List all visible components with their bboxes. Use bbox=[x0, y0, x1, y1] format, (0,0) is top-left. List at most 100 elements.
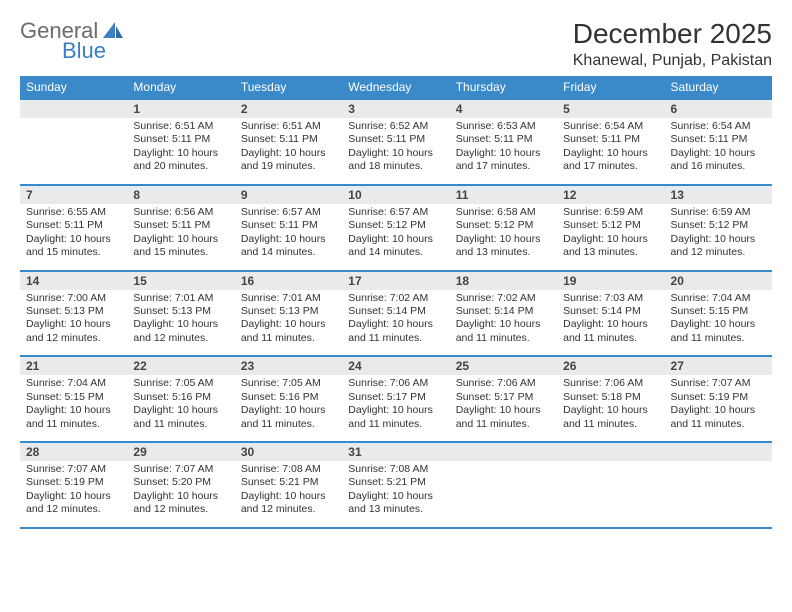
day-number-cell: 10 bbox=[342, 185, 449, 204]
day-number-cell: 27 bbox=[665, 356, 772, 375]
daylight-text-1: Daylight: 10 hours bbox=[133, 233, 228, 246]
sunset-text: Sunset: 5:21 PM bbox=[348, 476, 443, 489]
day-number-cell: 29 bbox=[127, 442, 234, 461]
day-number-cell bbox=[557, 442, 664, 461]
daylight-text-1: Daylight: 10 hours bbox=[133, 318, 228, 331]
day-body-cell: Sunrise: 7:02 AMSunset: 5:14 PMDaylight:… bbox=[450, 290, 557, 357]
sunrise-text: Sunrise: 6:51 AM bbox=[241, 120, 336, 133]
daylight-text-1: Daylight: 10 hours bbox=[671, 233, 766, 246]
sunset-text: Sunset: 5:20 PM bbox=[133, 476, 228, 489]
day-number-cell: 23 bbox=[235, 356, 342, 375]
sunrise-text: Sunrise: 7:01 AM bbox=[241, 292, 336, 305]
day-body-cell bbox=[665, 461, 772, 528]
page-header: General Blue December 2025 Khanewal, Pun… bbox=[20, 18, 772, 70]
day-body-cell: Sunrise: 6:54 AMSunset: 5:11 PMDaylight:… bbox=[665, 118, 772, 185]
day-number-cell: 19 bbox=[557, 271, 664, 290]
daylight-text-2: and 15 minutes. bbox=[26, 246, 121, 259]
sunrise-text: Sunrise: 6:55 AM bbox=[26, 206, 121, 219]
daylight-text-2: and 12 minutes. bbox=[241, 503, 336, 516]
sunset-text: Sunset: 5:15 PM bbox=[671, 305, 766, 318]
day-body-cell: Sunrise: 7:07 AMSunset: 5:19 PMDaylight:… bbox=[20, 461, 127, 528]
sunset-text: Sunset: 5:12 PM bbox=[456, 219, 551, 232]
day-number-cell: 18 bbox=[450, 271, 557, 290]
daylight-text-1: Daylight: 10 hours bbox=[133, 490, 228, 503]
day-body-cell: Sunrise: 6:52 AMSunset: 5:11 PMDaylight:… bbox=[342, 118, 449, 185]
day-body-cell: Sunrise: 6:59 AMSunset: 5:12 PMDaylight:… bbox=[665, 204, 772, 271]
day-number-cell: 30 bbox=[235, 442, 342, 461]
day-number-cell: 17 bbox=[342, 271, 449, 290]
day-body-cell: Sunrise: 7:04 AMSunset: 5:15 PMDaylight:… bbox=[665, 290, 772, 357]
sunrise-text: Sunrise: 6:58 AM bbox=[456, 206, 551, 219]
sunset-text: Sunset: 5:19 PM bbox=[671, 391, 766, 404]
sunset-text: Sunset: 5:17 PM bbox=[456, 391, 551, 404]
sunrise-text: Sunrise: 7:03 AM bbox=[563, 292, 658, 305]
sunrise-text: Sunrise: 7:05 AM bbox=[241, 377, 336, 390]
day-body-cell: Sunrise: 7:05 AMSunset: 5:16 PMDaylight:… bbox=[235, 375, 342, 442]
daylight-text-1: Daylight: 10 hours bbox=[671, 147, 766, 160]
brand-logo: General Blue bbox=[20, 18, 140, 64]
day-body-cell: Sunrise: 6:51 AMSunset: 5:11 PMDaylight:… bbox=[127, 118, 234, 185]
dow-header: Sunday bbox=[20, 76, 127, 99]
daylight-text-1: Daylight: 10 hours bbox=[26, 490, 121, 503]
sunrise-text: Sunrise: 7:04 AM bbox=[26, 377, 121, 390]
day-body-cell: Sunrise: 6:53 AMSunset: 5:11 PMDaylight:… bbox=[450, 118, 557, 185]
sunrise-text: Sunrise: 7:00 AM bbox=[26, 292, 121, 305]
day-number-cell: 7 bbox=[20, 185, 127, 204]
daylight-text-1: Daylight: 10 hours bbox=[26, 233, 121, 246]
daylight-text-1: Daylight: 10 hours bbox=[241, 318, 336, 331]
sunrise-text: Sunrise: 6:59 AM bbox=[671, 206, 766, 219]
daylight-text-2: and 15 minutes. bbox=[133, 246, 228, 259]
day-body-cell bbox=[20, 118, 127, 185]
daylight-text-1: Daylight: 10 hours bbox=[671, 318, 766, 331]
dow-header: Tuesday bbox=[235, 76, 342, 99]
daylight-text-2: and 18 minutes. bbox=[348, 160, 443, 173]
day-body-cell: Sunrise: 6:56 AMSunset: 5:11 PMDaylight:… bbox=[127, 204, 234, 271]
daylight-text-2: and 12 minutes. bbox=[26, 332, 121, 345]
sunrise-text: Sunrise: 6:54 AM bbox=[671, 120, 766, 133]
sunrise-text: Sunrise: 6:59 AM bbox=[563, 206, 658, 219]
sunrise-text: Sunrise: 7:02 AM bbox=[456, 292, 551, 305]
day-number-cell: 26 bbox=[557, 356, 664, 375]
daylight-text-2: and 12 minutes. bbox=[26, 503, 121, 516]
sunrise-text: Sunrise: 7:08 AM bbox=[241, 463, 336, 476]
day-body-cell: Sunrise: 7:08 AMSunset: 5:21 PMDaylight:… bbox=[342, 461, 449, 528]
day-number-cell: 11 bbox=[450, 185, 557, 204]
daylight-text-1: Daylight: 10 hours bbox=[133, 147, 228, 160]
daylight-text-1: Daylight: 10 hours bbox=[563, 404, 658, 417]
day-number-cell: 16 bbox=[235, 271, 342, 290]
day-number-cell: 24 bbox=[342, 356, 449, 375]
dow-header: Thursday bbox=[450, 76, 557, 99]
sunrise-text: Sunrise: 6:51 AM bbox=[133, 120, 228, 133]
daylight-text-1: Daylight: 10 hours bbox=[241, 490, 336, 503]
sunrise-text: Sunrise: 6:56 AM bbox=[133, 206, 228, 219]
sunrise-text: Sunrise: 7:06 AM bbox=[563, 377, 658, 390]
sunset-text: Sunset: 5:13 PM bbox=[133, 305, 228, 318]
daylight-text-2: and 17 minutes. bbox=[456, 160, 551, 173]
sunset-text: Sunset: 5:11 PM bbox=[241, 133, 336, 146]
day-number-cell: 14 bbox=[20, 271, 127, 290]
daylight-text-2: and 11 minutes. bbox=[563, 332, 658, 345]
day-body-cell: Sunrise: 7:05 AMSunset: 5:16 PMDaylight:… bbox=[127, 375, 234, 442]
sunrise-text: Sunrise: 7:08 AM bbox=[348, 463, 443, 476]
day-number-cell: 21 bbox=[20, 356, 127, 375]
day-body-cell: Sunrise: 7:04 AMSunset: 5:15 PMDaylight:… bbox=[20, 375, 127, 442]
sunset-text: Sunset: 5:14 PM bbox=[348, 305, 443, 318]
sunrise-text: Sunrise: 6:54 AM bbox=[563, 120, 658, 133]
day-number-cell: 9 bbox=[235, 185, 342, 204]
daylight-text-2: and 12 minutes. bbox=[671, 246, 766, 259]
daylight-text-2: and 12 minutes. bbox=[133, 503, 228, 516]
daylight-text-1: Daylight: 10 hours bbox=[26, 318, 121, 331]
day-number-cell: 25 bbox=[450, 356, 557, 375]
daylight-text-2: and 13 minutes. bbox=[456, 246, 551, 259]
sunset-text: Sunset: 5:15 PM bbox=[26, 391, 121, 404]
calendar-table: SundayMondayTuesdayWednesdayThursdayFrid… bbox=[20, 76, 772, 529]
daylight-text-1: Daylight: 10 hours bbox=[563, 147, 658, 160]
daylight-text-1: Daylight: 10 hours bbox=[563, 233, 658, 246]
sunset-text: Sunset: 5:13 PM bbox=[26, 305, 121, 318]
day-number-cell bbox=[665, 442, 772, 461]
day-number-cell: 5 bbox=[557, 99, 664, 118]
daylight-text-2: and 14 minutes. bbox=[241, 246, 336, 259]
day-number-cell: 1 bbox=[127, 99, 234, 118]
sunrise-text: Sunrise: 7:06 AM bbox=[456, 377, 551, 390]
day-body-cell: Sunrise: 7:03 AMSunset: 5:14 PMDaylight:… bbox=[557, 290, 664, 357]
